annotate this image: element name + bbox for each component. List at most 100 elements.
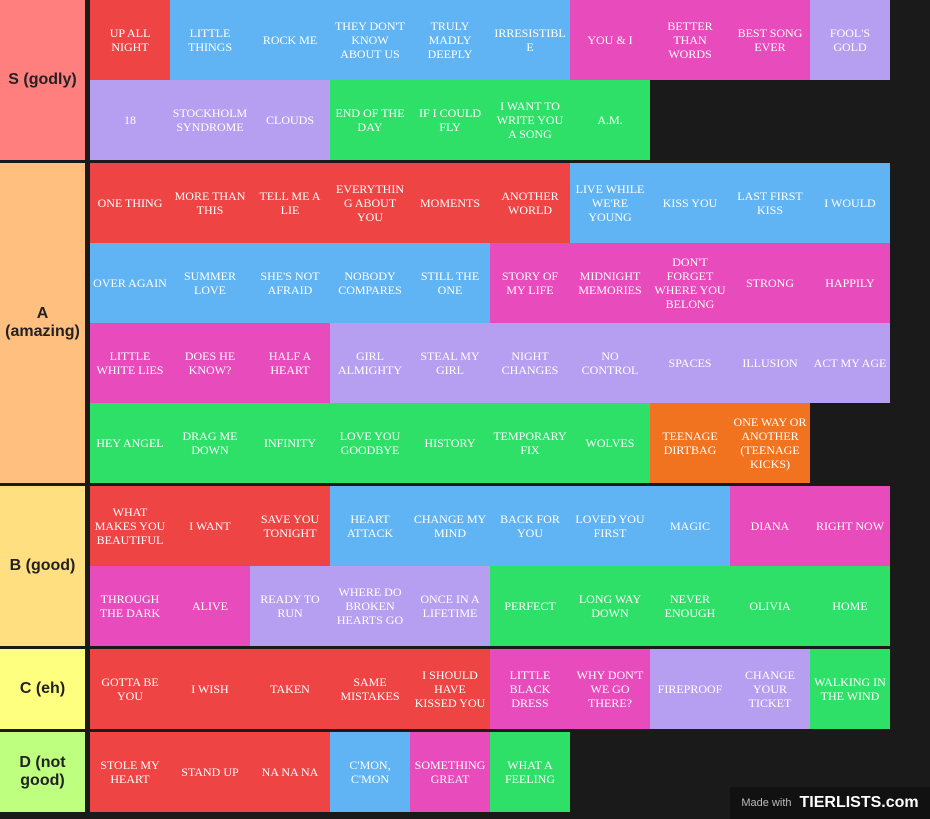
song-tile[interactable]: ANOTHER WORLD — [490, 163, 570, 243]
song-tile[interactable]: LONG WAY DOWN — [570, 566, 650, 646]
song-tile[interactable]: STILL THE ONE — [410, 243, 490, 323]
song-tile[interactable]: LAST FIRST KISS — [730, 163, 810, 243]
song-tile[interactable]: MOMENTS — [410, 163, 490, 243]
song-tile[interactable]: WOLVES — [570, 403, 650, 483]
song-tile[interactable]: HALF A HEART — [250, 323, 330, 403]
song-tile[interactable]: I WISH — [170, 649, 250, 729]
song-tile[interactable]: STEAL MY GIRL — [410, 323, 490, 403]
song-tile[interactable]: ONE THING — [90, 163, 170, 243]
song-tile[interactable]: WHY DON'T WE GO THERE? — [570, 649, 650, 729]
song-tile[interactable]: NA NA NA — [250, 732, 330, 812]
song-tile[interactable]: 18 — [90, 80, 170, 160]
song-tile[interactable]: TAKEN — [250, 649, 330, 729]
song-tile[interactable]: FOOL'S GOLD — [810, 0, 890, 80]
song-tile[interactable]: YOU & I — [570, 0, 650, 80]
song-tile[interactable]: MORE THAN THIS — [170, 163, 250, 243]
song-tile[interactable]: SPACES — [650, 323, 730, 403]
song-tile[interactable]: NO CONTROL — [570, 323, 650, 403]
song-tile[interactable]: DRAG ME DOWN — [170, 403, 250, 483]
song-tile[interactable]: SHE'S NOT AFRAID — [250, 243, 330, 323]
song-tile[interactable]: READY TO RUN — [250, 566, 330, 646]
song-tile[interactable]: LIVE WHILE WE'RE YOUNG — [570, 163, 650, 243]
song-tile[interactable]: NOBODY COMPARES — [330, 243, 410, 323]
song-tile[interactable]: DIANA — [730, 486, 810, 566]
song-tile[interactable]: HEART ATTACK — [330, 486, 410, 566]
watermark[interactable]: Made with TIERLISTS.com — [730, 787, 930, 819]
song-tile[interactable]: CHANGE MY MIND — [410, 486, 490, 566]
song-tile[interactable]: WALKING IN THE WIND — [810, 649, 890, 729]
song-tile[interactable]: WHERE DO BROKEN HEARTS GO — [330, 566, 410, 646]
song-tile[interactable]: BETTER THAN WORDS — [650, 0, 730, 80]
song-tile[interactable]: TEENAGE DIRTBAG — [650, 403, 730, 483]
song-tile[interactable]: IRRESISTIBLE — [490, 0, 570, 80]
song-tile[interactable]: THEY DON'T KNOW ABOUT US — [330, 0, 410, 80]
song-tile[interactable]: C'MON, C'MON — [330, 732, 410, 812]
song-tile[interactable]: END OF THE DAY — [330, 80, 410, 160]
song-tile[interactable]: LOVED YOU FIRST — [570, 486, 650, 566]
song-tile[interactable]: MIDNIGHT MEMORIES — [570, 243, 650, 323]
song-tile[interactable]: CHANGE YOUR TICKET — [730, 649, 810, 729]
song-tile[interactable]: IF I COULD FLY — [410, 80, 490, 160]
song-tile[interactable]: ACT MY AGE — [810, 323, 890, 403]
song-tile[interactable]: BEST SONG EVER — [730, 0, 810, 80]
song-tile[interactable]: UP ALL NIGHT — [90, 0, 170, 80]
song-tile[interactable]: TELL ME A LIE — [250, 163, 330, 243]
song-tile[interactable]: DON'T FORGET WHERE YOU BELONG — [650, 243, 730, 323]
song-tile[interactable]: LITTLE WHITE LIES — [90, 323, 170, 403]
song-tile[interactable]: INFINITY — [250, 403, 330, 483]
song-tile[interactable]: ONE WAY OR ANOTHER (TEENAGE KICKS) — [730, 403, 810, 483]
song-tile[interactable]: I SHOULD HAVE KISSED YOU — [410, 649, 490, 729]
song-tile[interactable]: SUMMER LOVE — [170, 243, 250, 323]
song-tile[interactable]: SOMETHING GREAT — [410, 732, 490, 812]
song-tile[interactable]: STOCKHOLM SYNDROME — [170, 80, 250, 160]
song-tile[interactable]: CLOUDS — [250, 80, 330, 160]
tier-label[interactable]: B (good) — [0, 486, 88, 646]
song-tile[interactable]: RIGHT NOW — [810, 486, 890, 566]
song-tile[interactable]: OLIVIA — [730, 566, 810, 646]
song-tile[interactable]: GIRL ALMIGHTY — [330, 323, 410, 403]
song-tile[interactable]: TEMPORARY FIX — [490, 403, 570, 483]
song-tile[interactable]: FIREPROOF — [650, 649, 730, 729]
song-tile[interactable]: LITTLE THINGS — [170, 0, 250, 80]
song-tile[interactable]: NIGHT CHANGES — [490, 323, 570, 403]
tier-label[interactable]: S (godly) — [0, 0, 88, 160]
song-tile[interactable]: STOLE MY HEART — [90, 732, 170, 812]
song-tile[interactable]: TRULY MADLY DEEPLY — [410, 0, 490, 80]
song-tile[interactable]: LOVE YOU GOODBYE — [330, 403, 410, 483]
song-tile[interactable]: STORY OF MY LIFE — [490, 243, 570, 323]
song-tile[interactable]: WHAT A FEELING — [490, 732, 570, 812]
song-tile[interactable]: THROUGH THE DARK — [90, 566, 170, 646]
song-tile[interactable]: MAGIC — [650, 486, 730, 566]
song-tile[interactable]: EVERYTHING ABOUT YOU — [330, 163, 410, 243]
tier-label[interactable]: D (not good) — [0, 732, 88, 812]
song-tile[interactable]: ONCE IN A LIFETIME — [410, 566, 490, 646]
song-tile[interactable]: SAVE YOU TONIGHT — [250, 486, 330, 566]
song-tile[interactable]: OVER AGAIN — [90, 243, 170, 323]
song-tile[interactable]: ILLUSION — [730, 323, 810, 403]
song-tile[interactable]: DOES HE KNOW? — [170, 323, 250, 403]
song-tile[interactable]: GOTTA BE YOU — [90, 649, 170, 729]
tier-label[interactable]: C (eh) — [0, 649, 88, 729]
song-tile[interactable]: NEVER ENOUGH — [650, 566, 730, 646]
song-tile[interactable]: ALIVE — [170, 566, 250, 646]
tier-row: C (eh) GOTTA BE YOU I WISH TAKEN SAME MISTAK… — [0, 649, 930, 732]
song-tile[interactable]: STAND UP — [170, 732, 250, 812]
song-tile[interactable]: BACK FOR YOU — [490, 486, 570, 566]
song-tile[interactable]: STRONG — [730, 243, 810, 323]
song-tile[interactable]: I WANT TO WRITE YOU A SONG — [490, 80, 570, 160]
song-tile[interactable]: ROCK ME — [250, 0, 330, 80]
song-tile[interactable]: HOME — [810, 566, 890, 646]
tier-label[interactable]: A (amazing) — [0, 163, 88, 483]
song-tile[interactable]: PERFECT — [490, 566, 570, 646]
song-tile[interactable]: HEY ANGEL — [90, 403, 170, 483]
song-tile[interactable]: I WOULD — [810, 163, 890, 243]
song-tile[interactable]: HAPPILY — [810, 243, 890, 323]
song-tile[interactable]: WHAT MAKES YOU BEAUTIFUL — [90, 486, 170, 566]
song-tile[interactable]: A.M. — [570, 80, 650, 160]
song-tile[interactable]: KISS YOU — [650, 163, 730, 243]
song-tile[interactable]: I WANT — [170, 486, 250, 566]
song-tile[interactable]: LITTLE BLACK DRESS — [490, 649, 570, 729]
song-tile[interactable]: SAME MISTAKES — [330, 649, 410, 729]
song-tile[interactable]: HISTORY — [410, 403, 490, 483]
tier-items: WHAT MAKES YOU BEAUTIFUL I WANT SAVE YOU T… — [88, 486, 890, 646]
